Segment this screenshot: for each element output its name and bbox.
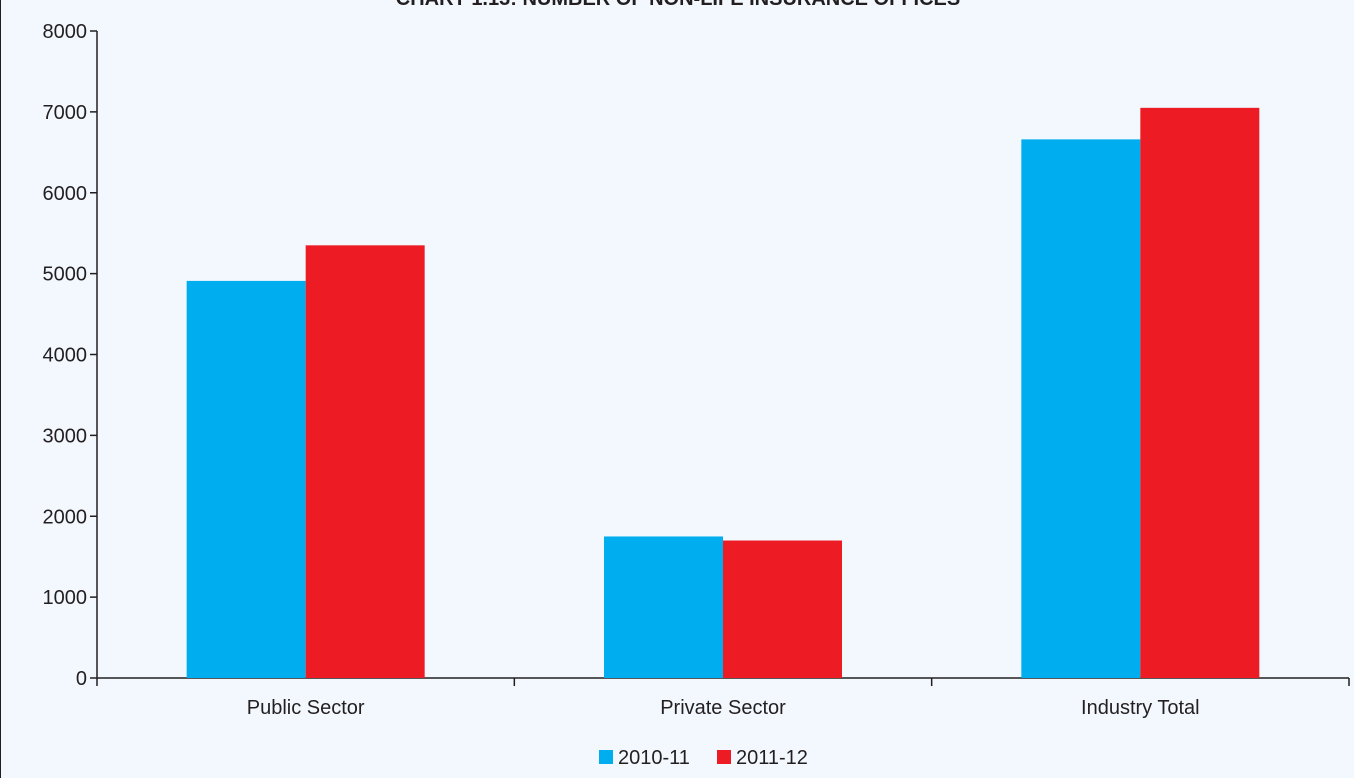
y-tick-label: 3000 <box>43 425 88 447</box>
bar-2010-11-public-sector <box>186 280 306 678</box>
bar-2010-11-private-sector <box>604 536 723 678</box>
x-category-label: Private Sector <box>660 697 786 719</box>
y-tick-label: 0 <box>76 668 87 690</box>
y-tick-label: 8000 <box>43 21 88 43</box>
x-category-label: Public Sector <box>247 697 365 719</box>
legend-label: 2010-11 <box>618 747 690 769</box>
y-tick-label: 6000 <box>43 183 88 205</box>
legend-label: 2011-12 <box>736 747 808 769</box>
legend-swatch-2011-12 <box>717 750 731 764</box>
y-tick-label: 5000 <box>43 264 88 286</box>
x-axis: Public Sector Private Sector Industry Tota… <box>96 677 1350 719</box>
bar-2011-12-industry-total <box>1140 107 1260 679</box>
bar-2011-12-public-sector <box>305 245 425 678</box>
y-tick-label: 2000 <box>43 506 88 528</box>
legend-swatch-2010-11 <box>599 750 613 764</box>
x-category-label: Industry Total <box>1081 697 1200 719</box>
bar-2011-12-private-sector <box>723 540 842 678</box>
y-tick-label: 7000 <box>43 102 88 124</box>
bars-group <box>186 107 1260 679</box>
y-axis: 0 1000 2000 3000 4000 5000 6000 7000 8000 <box>43 21 98 690</box>
y-tick-label: 4000 <box>43 345 88 367</box>
y-tick-label: 1000 <box>43 587 88 609</box>
bar-2010-11-industry-total <box>1021 139 1141 678</box>
chart-title: CHART 1.13: NUMBER OF NON-LIFE INSURANCE… <box>396 0 960 10</box>
legend: 2010-11 2011-12 <box>599 747 808 769</box>
